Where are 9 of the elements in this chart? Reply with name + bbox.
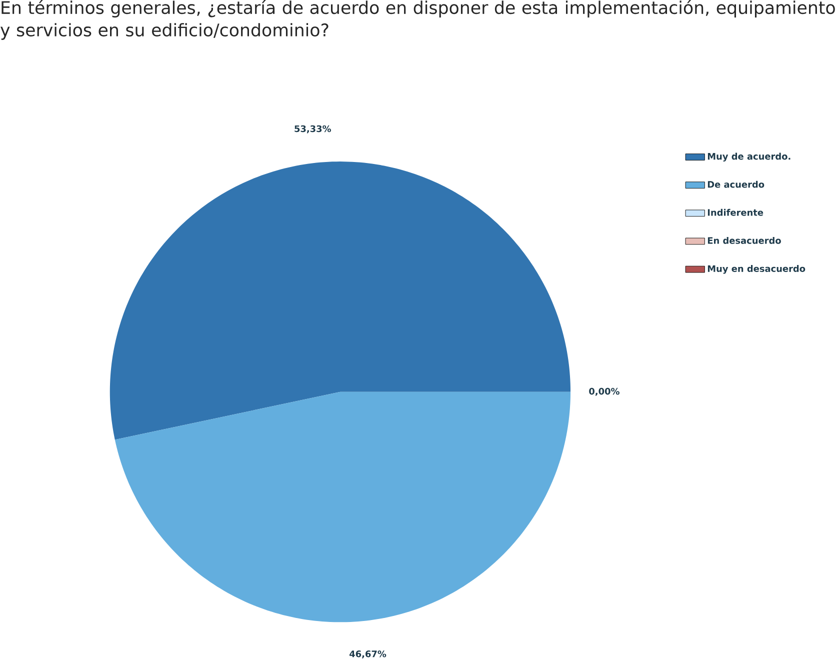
- legend-label: En desacuerdo: [708, 236, 781, 244]
- legend-label: De acuerdo: [708, 180, 764, 188]
- legend-label: Muy de acuerdo.: [708, 152, 790, 162]
- legend-label: Indiferente: [708, 208, 764, 216]
- text: 0,00%: [589, 388, 620, 396]
- data-label: 53,33%: [294, 125, 331, 134]
- data-label: 46,67%: [350, 650, 386, 658]
- chart-title: En términos generales, ¿estaría de acuerdo en disponer de esta implementación, equipamiento y servicios en su edificio/condominio?: [0, 0, 835, 40]
- legend-label: Muy en desacuerdo: [708, 265, 806, 274]
